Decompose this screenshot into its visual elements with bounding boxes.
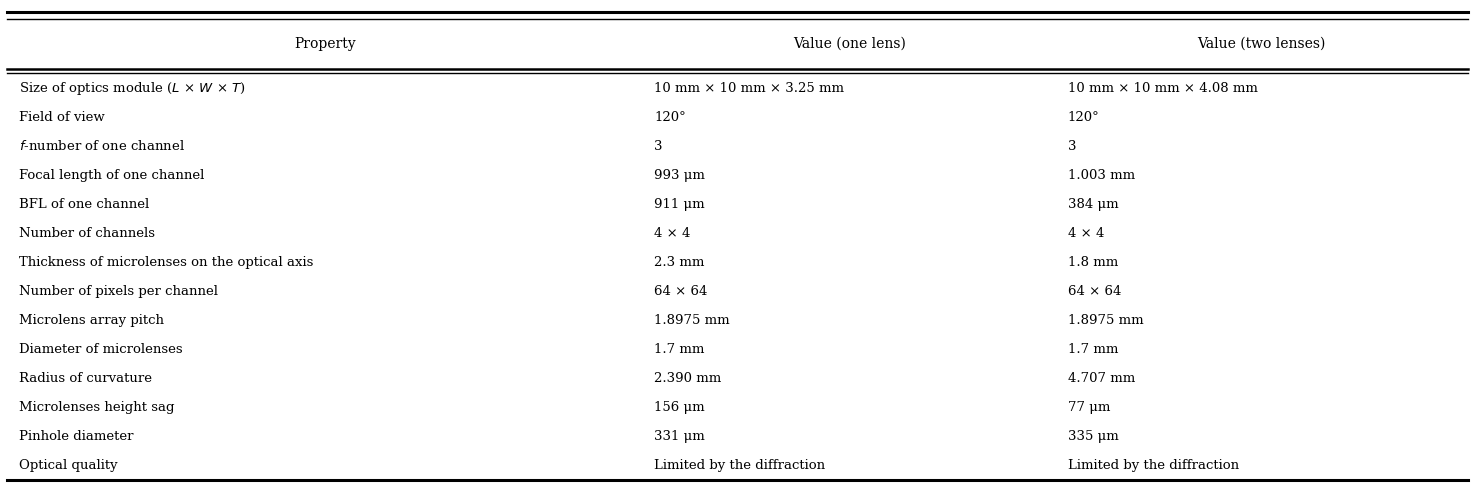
Text: 64 × 64: 64 × 64 <box>1068 285 1121 298</box>
Text: $f$-number of one channel: $f$-number of one channel <box>19 139 184 153</box>
Text: 4 × 4: 4 × 4 <box>1068 227 1103 240</box>
Text: 384 μm: 384 μm <box>1068 198 1118 211</box>
Text: Number of pixels per channel: Number of pixels per channel <box>19 285 218 298</box>
Text: Size of optics module ($L$ × $W$ × $T$): Size of optics module ($L$ × $W$ × $T$) <box>19 79 246 97</box>
Text: Thickness of microlenses on the optical axis: Thickness of microlenses on the optical … <box>19 256 314 269</box>
Text: 331 μm: 331 μm <box>655 430 705 443</box>
Text: 4.707 mm: 4.707 mm <box>1068 372 1134 385</box>
Text: Value (one lens): Value (one lens) <box>792 37 906 51</box>
Text: 2.390 mm: 2.390 mm <box>655 372 721 385</box>
Text: 2.3 mm: 2.3 mm <box>655 256 705 269</box>
Text: 1.003 mm: 1.003 mm <box>1068 169 1134 182</box>
Text: 1.7 mm: 1.7 mm <box>655 343 705 356</box>
Text: Number of channels: Number of channels <box>19 227 155 240</box>
Text: 4 × 4: 4 × 4 <box>655 227 690 240</box>
Text: Field of view: Field of view <box>19 111 105 123</box>
Text: Limited by the diffraction: Limited by the diffraction <box>655 459 826 472</box>
Text: 335 μm: 335 μm <box>1068 430 1118 443</box>
Text: 993 μm: 993 μm <box>655 169 705 182</box>
Text: Microlenses height sag: Microlenses height sag <box>19 401 174 414</box>
Text: Value (two lenses): Value (two lenses) <box>1198 37 1326 51</box>
Text: 1.7 mm: 1.7 mm <box>1068 343 1118 356</box>
Text: 10 mm × 10 mm × 4.08 mm: 10 mm × 10 mm × 4.08 mm <box>1068 81 1258 95</box>
Text: 77 μm: 77 μm <box>1068 401 1111 414</box>
Text: 3: 3 <box>1068 140 1077 152</box>
Text: 1.8975 mm: 1.8975 mm <box>1068 314 1143 327</box>
Text: 1.8975 mm: 1.8975 mm <box>655 314 730 327</box>
Text: 3: 3 <box>655 140 662 152</box>
Text: 10 mm × 10 mm × 3.25 mm: 10 mm × 10 mm × 3.25 mm <box>655 81 844 95</box>
Text: Limited by the diffraction: Limited by the diffraction <box>1068 459 1239 472</box>
Text: Property: Property <box>294 37 355 51</box>
Text: Pinhole diameter: Pinhole diameter <box>19 430 134 443</box>
Text: 911 μm: 911 μm <box>655 198 705 211</box>
Text: 156 μm: 156 μm <box>655 401 705 414</box>
Text: 1.8 mm: 1.8 mm <box>1068 256 1118 269</box>
Text: Microlens array pitch: Microlens array pitch <box>19 314 164 327</box>
Text: Diameter of microlenses: Diameter of microlenses <box>19 343 183 356</box>
Text: Radius of curvature: Radius of curvature <box>19 372 152 385</box>
Text: Focal length of one channel: Focal length of one channel <box>19 169 205 182</box>
Text: Optical quality: Optical quality <box>19 459 118 472</box>
Text: BFL of one channel: BFL of one channel <box>19 198 149 211</box>
Text: 64 × 64: 64 × 64 <box>655 285 708 298</box>
Text: 120°: 120° <box>655 111 686 123</box>
Text: 120°: 120° <box>1068 111 1099 123</box>
